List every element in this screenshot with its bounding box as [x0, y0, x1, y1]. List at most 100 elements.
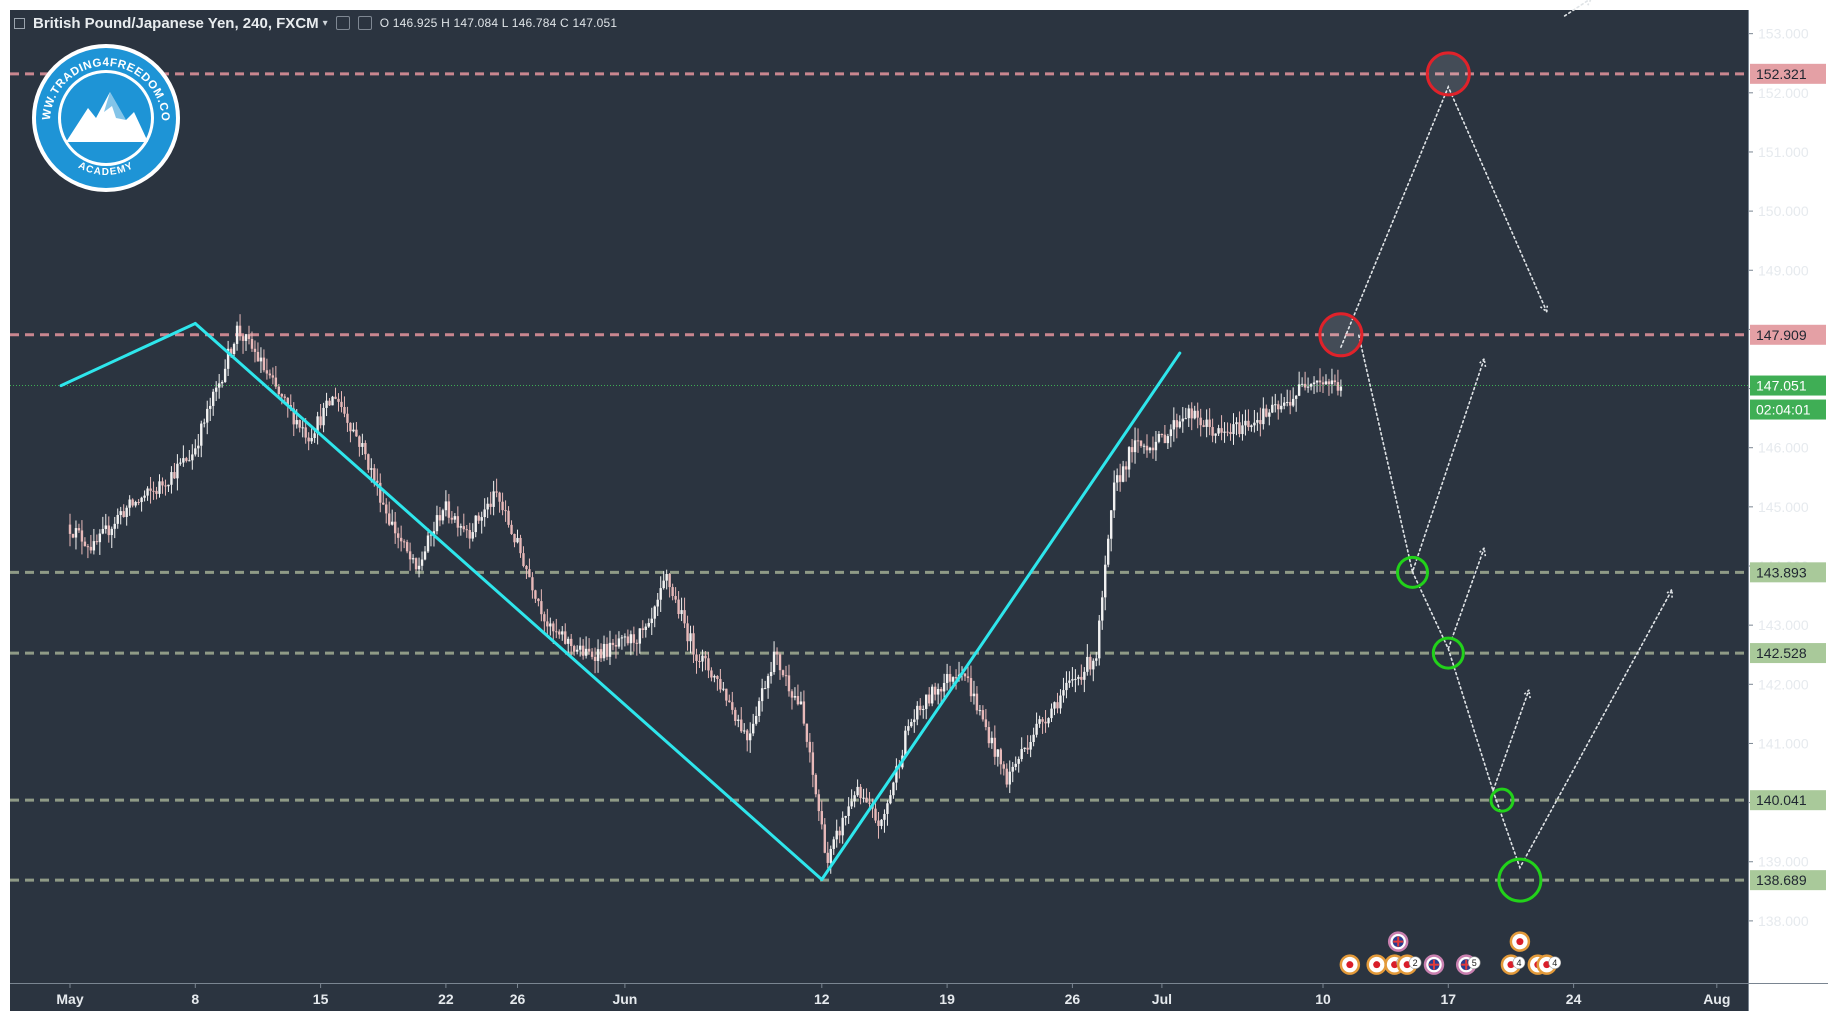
candle-body [1018, 759, 1020, 764]
uk-event-marker[interactable] [1425, 956, 1443, 974]
candle-body [134, 502, 136, 506]
candle-body [334, 397, 336, 399]
candle-body [865, 798, 867, 803]
candle-body [761, 688, 763, 701]
candle-body [585, 649, 587, 656]
candle-body [1232, 424, 1234, 434]
candle-body [1188, 408, 1190, 418]
candle-body [1220, 428, 1222, 433]
candle-body [111, 529, 113, 535]
candle-body [203, 423, 205, 424]
candle-body [1000, 749, 1002, 764]
candle-body [1140, 441, 1142, 446]
settings-icon[interactable] [336, 16, 350, 30]
red-target-circle-1[interactable] [1427, 53, 1469, 95]
chevron-down-icon[interactable]: ▾ [323, 18, 328, 29]
candle-body [997, 749, 999, 756]
candle-body [278, 387, 280, 394]
jp-flag-icon [1516, 938, 1523, 945]
candle-body [764, 688, 766, 689]
candle-body [403, 541, 405, 542]
candle-body [1322, 382, 1324, 384]
candle-body [516, 538, 518, 542]
candle-body [260, 358, 262, 362]
candle-body [677, 600, 679, 614]
red-target-circle-2[interactable] [1320, 314, 1362, 356]
candle-body [839, 831, 841, 836]
candle-body [868, 803, 870, 804]
candle-body [188, 460, 190, 461]
candle-body [597, 649, 599, 661]
candle-body [1304, 384, 1306, 388]
candle-body [114, 524, 116, 529]
candle-body [1244, 421, 1246, 426]
uk-event-marker[interactable] [1389, 933, 1407, 951]
candle-body [1044, 722, 1046, 724]
candle-body [1214, 434, 1216, 436]
candle-body [510, 525, 512, 534]
candle-body [167, 485, 169, 486]
candle-body [382, 503, 384, 505]
jp-event-marker[interactable] [1368, 956, 1386, 974]
candle-body [701, 656, 703, 662]
candle-body [1158, 434, 1160, 442]
indicator-icon[interactable] [358, 16, 372, 30]
candle-body [1092, 661, 1094, 670]
candle-body [1268, 412, 1270, 416]
candle-body [1197, 411, 1199, 418]
candle-body [296, 420, 298, 424]
collapse-icon[interactable] [14, 18, 25, 29]
candle-body [272, 375, 274, 377]
candle-body [1241, 425, 1243, 434]
candle-body [710, 670, 712, 677]
jp-event-marker[interactable] [1341, 956, 1359, 974]
candle-body [257, 352, 259, 361]
candle-body [1298, 384, 1300, 395]
candle-body [1098, 621, 1100, 659]
candle-body [755, 716, 757, 724]
candle-body [603, 644, 605, 658]
candle-body [731, 702, 733, 710]
candle-body [1164, 435, 1166, 443]
x-tick-label: 8 [191, 991, 199, 1007]
candle-body [940, 689, 942, 691]
candle-body [1211, 427, 1213, 436]
candle-body [1068, 681, 1070, 683]
candle-body [579, 646, 581, 650]
candle-body [534, 590, 536, 598]
candle-body [472, 532, 474, 538]
candle-body [704, 656, 706, 659]
candle-body [833, 839, 835, 849]
candle-body [337, 399, 339, 402]
candle-body [102, 529, 104, 534]
candle-body [794, 696, 796, 698]
level-price-badge: 142.528 [1756, 645, 1807, 661]
candle-body [391, 522, 393, 525]
jp-event-marker[interactable] [1511, 933, 1529, 951]
x-tick-label: 10 [1315, 991, 1331, 1007]
candle-body [1325, 381, 1327, 384]
candle-body [251, 339, 253, 349]
candle-body [719, 679, 721, 689]
candle-body [78, 528, 80, 530]
candle-body [1134, 440, 1136, 452]
candle-body [859, 787, 861, 798]
candle-body [797, 696, 799, 704]
candle-body [1119, 475, 1121, 482]
candle-body [385, 504, 387, 513]
symbol-title[interactable]: British Pound/Japanese Yen, 240, FXCM [33, 15, 319, 32]
candle-body [674, 596, 676, 600]
candle-body [800, 701, 802, 704]
candle-body [1155, 442, 1157, 450]
candle-body [713, 676, 715, 677]
candle-body [424, 551, 426, 559]
candle-body [1283, 403, 1285, 406]
candle-body [412, 558, 414, 559]
candle-body [934, 687, 936, 695]
candle-body [155, 491, 157, 494]
candle-body [143, 496, 145, 498]
candle-body [1152, 448, 1154, 451]
plot-background[interactable] [10, 10, 1748, 1011]
